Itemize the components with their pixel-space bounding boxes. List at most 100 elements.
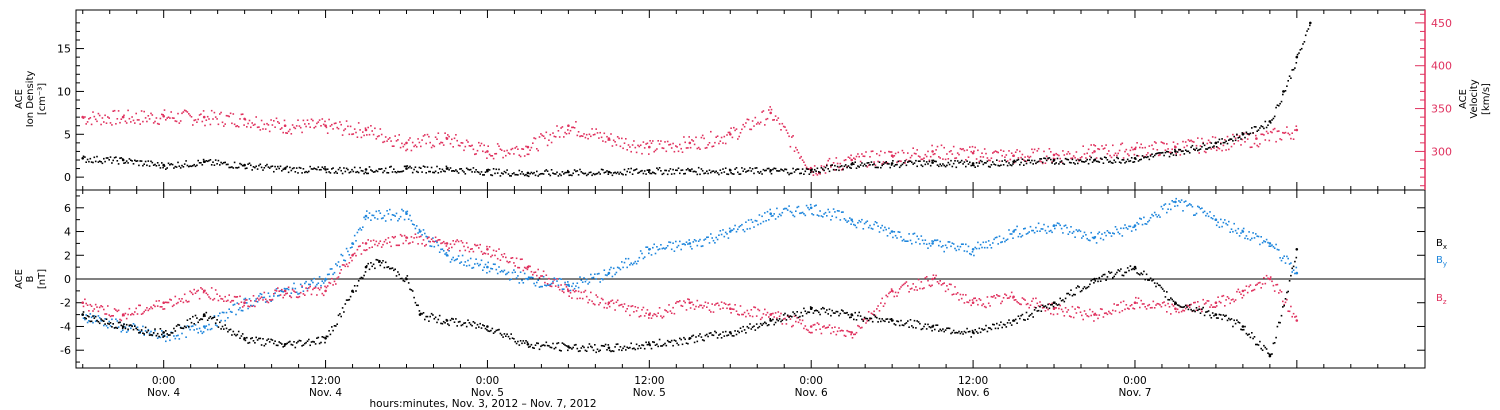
by-dot [1101,233,1103,235]
velocity-dot [185,110,187,112]
bx-dot [374,267,376,270]
bz-dot [616,299,619,302]
density-dot [576,170,579,172]
by-dot [762,220,765,223]
velocity-dot [523,155,526,157]
velocity-dot [739,132,742,134]
density-dot [977,165,979,167]
density-dot [124,161,127,164]
by-dot [1249,239,1252,241]
bx-dot [484,327,487,330]
bx-dot [558,349,561,352]
velocity-dot [1032,151,1034,154]
velocity-dot [430,146,433,149]
bx-dot [803,307,805,310]
bz-dot [169,298,171,301]
velocity-dot [876,153,878,155]
velocity-dot [577,131,580,133]
bz-dot [1008,297,1010,299]
density-dot [367,172,369,175]
density-dot [757,171,759,173]
density-dot [1224,141,1226,144]
velocity-dot [800,155,802,158]
by-dot [461,254,464,257]
density-dot [1099,157,1102,160]
density-dot [464,173,467,175]
bx-dot [1246,334,1249,336]
density-dot [294,171,297,173]
bx-dot [1260,347,1262,350]
bx-dot [1056,304,1059,306]
velocity-dot [853,157,855,159]
bx-dot [278,341,280,343]
by-dot [88,320,90,322]
by-dot [505,273,507,276]
velocity-dot [499,148,502,150]
by-dot [590,273,592,276]
density-dot [510,175,512,177]
bx-dot [819,313,821,316]
bz-dot [403,234,406,237]
bx-dot [1206,310,1209,313]
by-dot [1291,271,1293,273]
velocity-dot [1081,156,1083,158]
velocity-dot [942,158,944,160]
by-dot [1012,237,1014,239]
density-dot [1087,162,1090,165]
by-dot [791,211,793,214]
density-dot [947,161,950,164]
by-dot [1140,218,1142,220]
bx-dot [1087,285,1090,288]
velocity-dot [1118,149,1121,152]
bx-dot [406,275,409,277]
bz-dot [1184,307,1187,310]
by-dot [380,217,383,220]
bx-dot [1213,314,1215,317]
bx-dot [921,327,924,330]
by-dot [858,219,860,222]
density-dot [1251,127,1253,129]
bz-point [526,265,530,269]
bx-dot [302,344,305,346]
bz-dot [979,299,982,301]
velocity-dot [248,119,251,122]
by-dot [332,273,334,276]
velocity-dot [704,147,707,149]
velocity-dot [1074,156,1076,159]
by-dot [561,288,564,290]
velocity-dot [379,128,382,130]
by-dot [138,329,140,332]
density-dot [594,173,596,176]
by-dot [627,257,630,260]
density-dot [1075,159,1078,162]
by-dot [963,250,966,252]
velocity-tick-label: 400 [1431,60,1452,73]
density-dot [270,165,272,168]
density-dot [441,168,444,171]
density-dot [1309,24,1311,27]
bx-dot [1059,297,1061,300]
bx-dot [935,324,937,326]
density-dot [697,166,700,169]
by-dot [873,223,875,226]
density-point [1012,160,1015,163]
bx-dot [178,324,181,326]
density-dot [115,156,117,158]
bz-dot [608,305,611,308]
by-dot [1288,263,1291,265]
density-dot [490,174,492,176]
velocity-dot [1125,148,1128,151]
bz-dot [407,242,410,245]
velocity-dot [904,162,906,164]
density-dot [863,163,866,165]
by-dot [900,236,902,238]
by-dot [1020,236,1022,238]
bx-dot [105,318,108,320]
by-dot [1058,222,1060,225]
density-dot [449,167,452,169]
velocity-dot [734,129,736,132]
density-dot [1168,155,1171,158]
bx-dot [197,321,199,324]
bz-point [648,313,651,316]
by-dot [1238,235,1241,237]
